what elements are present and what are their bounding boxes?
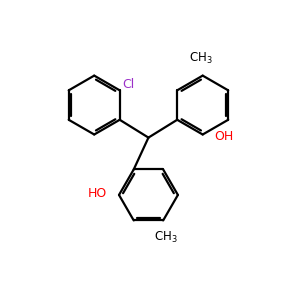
Text: CH$_3$: CH$_3$ bbox=[189, 51, 213, 66]
Text: OH: OH bbox=[214, 130, 234, 142]
Text: Cl: Cl bbox=[122, 78, 134, 91]
Text: CH$_3$: CH$_3$ bbox=[154, 230, 178, 245]
Text: HO: HO bbox=[88, 187, 107, 200]
